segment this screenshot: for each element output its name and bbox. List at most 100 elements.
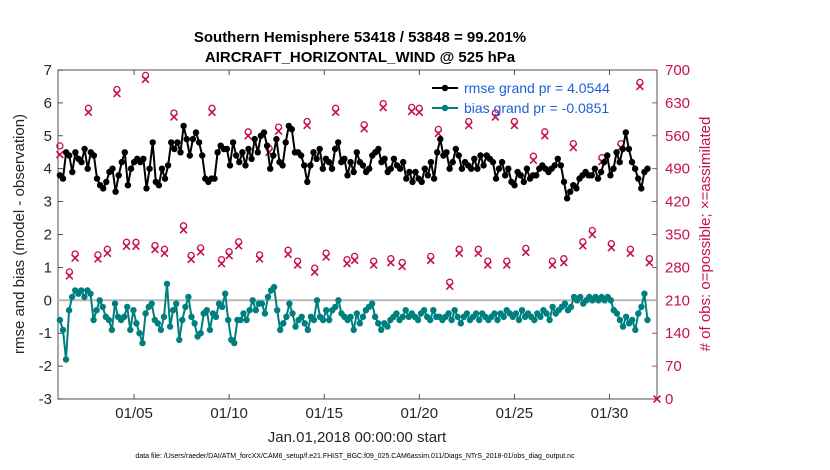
obs-assimilated-marker [635, 82, 644, 91]
bias-point [629, 316, 636, 324]
rmse-point [118, 158, 126, 166]
y-tick-label-right: 350 [665, 227, 690, 244]
rmse-point [341, 155, 348, 162]
rmse-point [638, 185, 645, 192]
bias-point [142, 310, 149, 317]
obs-assimilated-marker [284, 250, 293, 259]
bias-point [56, 316, 64, 324]
rmse-point [297, 152, 305, 159]
bias-point [176, 336, 183, 343]
obs-assimilated-marker [160, 249, 169, 258]
obs-assimilated-marker [350, 256, 359, 265]
rmse-point [390, 155, 398, 162]
y-tick-label-left: -3 [39, 391, 52, 408]
rmse-point [567, 188, 574, 195]
bias-point [246, 307, 253, 314]
rmse-point [502, 172, 509, 179]
bias-point [448, 316, 455, 324]
rmse-point [517, 172, 524, 179]
footer-data-file: data file: /Users/raeder/DAI/ATM_forcXX/… [135, 453, 575, 460]
rmse-point [489, 158, 497, 166]
rmse-point [597, 168, 605, 176]
rmse-point [554, 155, 561, 162]
bias-point [65, 307, 73, 314]
y-tick-label-right: 700 [665, 62, 690, 79]
bias-point [326, 316, 333, 324]
bias-point [619, 323, 627, 330]
bias-point [274, 307, 281, 314]
obs-assimilated-marker [578, 241, 587, 250]
obs-assimilated-marker [71, 254, 80, 262]
rmse-point [328, 165, 336, 172]
rmse-point [288, 126, 295, 133]
obs-assimilated-marker [244, 131, 253, 140]
rmse-point [66, 152, 73, 159]
rmse-point [155, 182, 163, 189]
bias-point [225, 316, 232, 324]
bias-point [378, 326, 385, 334]
rmse-point [616, 158, 623, 166]
bias-point [96, 297, 103, 304]
rmse-point [90, 152, 98, 159]
rmse-point [93, 175, 101, 182]
bias-point [622, 313, 630, 320]
bias-point [148, 300, 155, 307]
rmse-point [195, 139, 203, 146]
bias-point [494, 316, 501, 324]
chart-title-line1: Southern Hemisphere 53418 / 53848 = 99.2… [194, 29, 526, 46]
bias-point [500, 313, 507, 320]
bias-point [261, 310, 269, 317]
obs-assimilated-marker [84, 108, 93, 117]
bias-point [384, 323, 391, 330]
rmse-point [468, 165, 475, 172]
bias-point [121, 313, 128, 320]
obs-assimilated-marker [65, 271, 74, 280]
bias-point [371, 313, 379, 320]
legend-rmse-label: rmse grand pr = 4.0544 [464, 80, 610, 96]
obs-assimilated-marker [445, 282, 454, 291]
obs-assimilated-marker [510, 121, 519, 130]
bias-point [130, 307, 137, 314]
rmse-point [226, 162, 234, 169]
bias-point [240, 310, 247, 317]
obs-assimilated-marker [93, 254, 102, 263]
rmse-point [523, 165, 531, 172]
obs-assimilated-marker [122, 242, 131, 251]
y-tick-label-left: 7 [44, 62, 52, 79]
y-axis-label-left: rmse and bias (model - observation) [11, 114, 28, 354]
bias-point [613, 310, 621, 317]
bias-point [402, 307, 409, 314]
rmse-point [375, 145, 382, 153]
rmse-point [353, 149, 360, 156]
rmse-point [319, 165, 326, 172]
bias-point [332, 303, 339, 311]
rmse-point [480, 162, 487, 169]
obs-assimilated-marker [331, 108, 340, 117]
rmse-point [121, 149, 128, 156]
rmse-point [124, 182, 132, 189]
obs-assimilated-marker [398, 262, 407, 271]
bias-point [197, 330, 204, 337]
bias-point [368, 300, 376, 307]
x-axis: 01/05 01/10 01/15 01/20 01/25 01/30 [115, 70, 628, 422]
obs-assimilated-marker [434, 129, 443, 138]
bias-point [231, 339, 238, 347]
bias-point [616, 316, 624, 324]
rmse-point [622, 129, 629, 136]
bias-point [277, 326, 284, 334]
y-tick-label-right: 140 [665, 325, 690, 342]
rmse-point [344, 172, 351, 179]
bias-point [218, 303, 226, 311]
x-tick-label: 01/10 [210, 405, 248, 422]
rmse-point [146, 165, 153, 172]
bias-point [62, 356, 70, 363]
rmse-point [347, 158, 354, 166]
bias-point [549, 303, 556, 311]
rmse-series [56, 122, 651, 202]
obs-assimilated-marker [483, 261, 492, 270]
obs-assimilated-marker [645, 258, 654, 267]
bias-point [356, 320, 363, 327]
rmse-point [335, 139, 342, 146]
rmse-point [631, 165, 639, 172]
bias-point [313, 297, 321, 304]
